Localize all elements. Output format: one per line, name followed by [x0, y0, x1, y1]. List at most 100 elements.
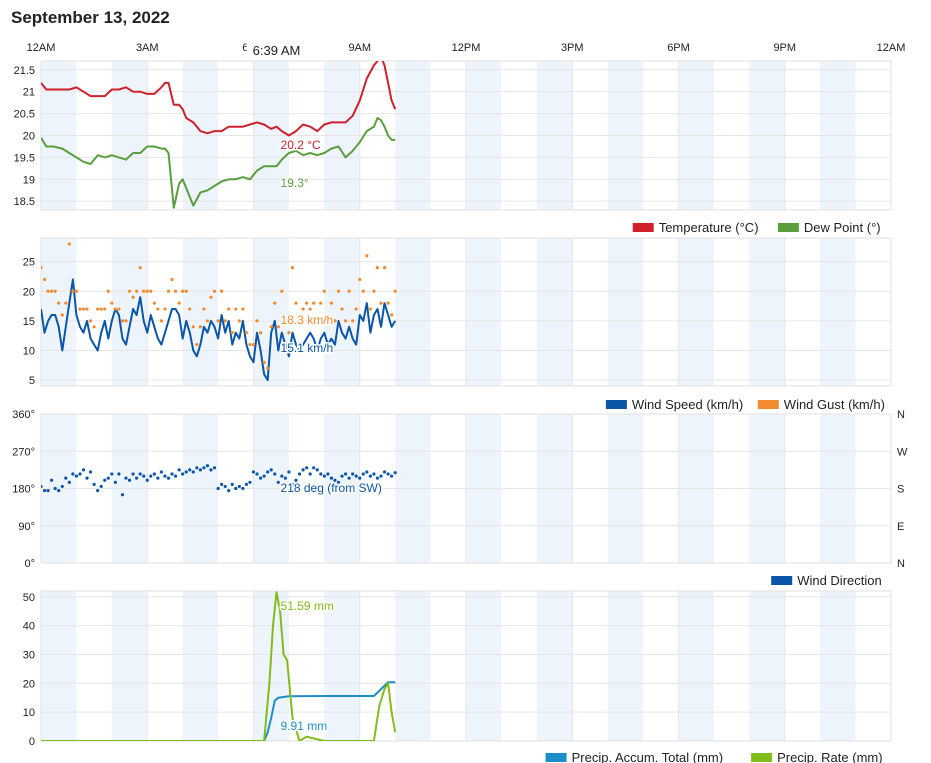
y-tick-label: 10	[23, 707, 35, 719]
data-point	[135, 476, 139, 480]
data-point	[212, 466, 217, 470]
y-tick-label: 30	[23, 649, 35, 661]
data-point	[212, 289, 217, 293]
y-tick-label: 18.5	[14, 196, 35, 208]
data-point	[99, 484, 103, 489]
y-tick-label: 20	[23, 286, 35, 298]
data-point	[322, 289, 326, 293]
time-axis-label: 12AM	[877, 42, 906, 54]
y-tick-label: 20.5	[14, 109, 35, 121]
plot-frame	[40, 60, 892, 211]
hover-time-label: 6:39 AM	[253, 43, 301, 58]
data-point	[74, 474, 79, 478]
data-point	[312, 301, 316, 305]
data-point	[269, 468, 273, 472]
data-point	[53, 486, 57, 491]
y-tick-label: 19	[23, 174, 35, 186]
data-point	[60, 313, 64, 317]
data-point	[326, 472, 330, 476]
data-point	[301, 307, 305, 311]
data-point	[347, 289, 351, 293]
data-point	[46, 488, 50, 493]
data-point	[227, 488, 231, 493]
hour-band	[41, 591, 77, 741]
time-axis-label: 3PM	[561, 42, 584, 54]
data-point	[244, 482, 249, 486]
data-point	[251, 470, 256, 474]
time-axis-label: 3AM	[136, 42, 159, 54]
legend-swatch	[545, 753, 567, 762]
plot-frame	[40, 413, 892, 564]
data-point	[149, 474, 153, 478]
data-point	[294, 478, 298, 482]
legend-swatch	[757, 400, 779, 409]
hour-band	[466, 238, 502, 386]
legend-label: Wind Gust (km/h)	[784, 397, 885, 412]
hour-band	[820, 591, 856, 741]
hover-value-temperature: 20.2 °C	[281, 138, 321, 152]
series-line	[41, 117, 396, 209]
data-point	[41, 266, 43, 270]
legend-swatch	[632, 223, 654, 232]
hour-band	[324, 591, 360, 741]
data-point	[258, 476, 263, 480]
data-point	[393, 471, 397, 475]
data-point	[195, 466, 199, 470]
data-point	[177, 301, 181, 305]
data-point	[255, 472, 259, 476]
y-tick-label: 20	[23, 678, 35, 690]
data-point	[273, 301, 277, 305]
data-point	[386, 301, 390, 305]
data-point	[85, 476, 89, 480]
data-point	[92, 482, 96, 486]
data-point	[343, 472, 348, 476]
data-point	[280, 474, 284, 478]
data-point	[96, 307, 100, 311]
data-point	[368, 307, 372, 311]
data-point	[319, 472, 323, 476]
data-point	[297, 319, 302, 323]
data-point	[205, 319, 210, 323]
data-point	[88, 470, 93, 474]
data-point	[138, 266, 142, 270]
data-point	[57, 488, 61, 493]
data-point	[266, 470, 270, 474]
data-point	[308, 307, 312, 311]
data-point	[227, 307, 231, 311]
data-point	[96, 488, 100, 493]
compass-label: N	[897, 409, 905, 421]
data-point	[50, 478, 54, 482]
data-point	[319, 301, 323, 305]
data-point	[163, 474, 167, 478]
data-point	[202, 307, 206, 311]
time-axis-label: 9PM	[773, 42, 796, 54]
data-point	[106, 476, 110, 480]
data-point	[127, 478, 132, 482]
data-point	[99, 307, 103, 311]
data-point	[124, 319, 128, 323]
data-point	[390, 313, 394, 317]
data-point	[173, 474, 178, 478]
data-point	[195, 342, 199, 347]
y-tick-label: 21.5	[14, 65, 35, 77]
legend-label: Precip. Rate (mm)	[777, 750, 882, 763]
hover-value-direction: 218 deg (from SW)	[281, 481, 382, 495]
series-line	[41, 278, 397, 382]
hover-time-bg	[246, 40, 307, 59]
data-point	[315, 468, 319, 472]
series-line	[41, 591, 397, 741]
data-point	[241, 307, 245, 311]
plot-frame	[40, 590, 892, 742]
y-tick-label: 21	[23, 87, 35, 99]
hover-value-gust: 18.3 km/h	[281, 313, 334, 327]
data-point	[237, 319, 241, 323]
y-tick-label: 20	[23, 131, 35, 143]
data-point	[312, 466, 316, 470]
data-point	[156, 307, 160, 311]
legend-label: Wind Speed (km/h)	[632, 397, 743, 412]
data-point	[326, 319, 330, 323]
hour-band	[182, 238, 219, 386]
data-point	[81, 468, 86, 472]
time-axis-label: 12AM	[27, 42, 56, 54]
